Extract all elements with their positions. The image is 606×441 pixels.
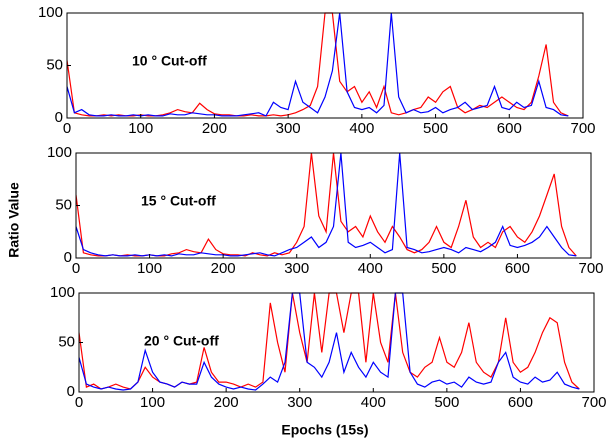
x-tick-label: 600 [508, 394, 533, 411]
series-line [67, 12, 569, 117]
x-tick-label: 400 [361, 394, 386, 411]
y-tick-label: 100 [38, 4, 63, 21]
x-tick-label: 300 [287, 394, 312, 411]
y-tick-label: 50 [58, 333, 75, 350]
x-tick-label: 500 [434, 394, 459, 411]
x-tick-label: 100 [137, 260, 162, 277]
y-tick-label: 0 [64, 249, 72, 266]
y-axis-label: Ratio Value [6, 182, 22, 258]
y-tick-label: 100 [50, 284, 75, 301]
x-tick-label: 600 [505, 260, 530, 277]
y-tick-label: 50 [46, 56, 63, 73]
x-tick-label: 0 [75, 394, 83, 411]
x-tick-label: 600 [497, 120, 522, 137]
x-tick-label: 400 [349, 120, 374, 137]
series-line [76, 152, 577, 257]
x-tick-label: 300 [276, 120, 301, 137]
x-tick-label: 700 [581, 394, 606, 411]
y-tick-label: 0 [67, 383, 75, 400]
annotation: 20 ° Cut-off [144, 333, 219, 349]
annotation: 15 ° Cut-off [141, 193, 216, 209]
x-tick-label: 500 [431, 260, 456, 277]
x-tick-label: 700 [578, 260, 603, 277]
x-tick-label: 200 [211, 260, 236, 277]
x-tick-label: 0 [63, 120, 71, 137]
y-tick-label: 0 [55, 109, 63, 126]
y-tick-label: 50 [55, 196, 72, 213]
series-line [79, 292, 580, 391]
x-tick-label: 500 [423, 120, 448, 137]
x-axis-label: Epochs (15s) [281, 422, 368, 438]
x-tick-label: 100 [128, 120, 153, 137]
annotation: 10 ° Cut-off [132, 53, 207, 69]
x-tick-label: 200 [202, 120, 227, 137]
x-tick-label: 100 [140, 394, 165, 411]
x-tick-label: 700 [570, 120, 595, 137]
series-line [67, 12, 569, 117]
x-tick-label: 200 [214, 394, 239, 411]
x-tick-label: 0 [72, 260, 80, 277]
x-tick-label: 300 [284, 260, 309, 277]
y-tick-label: 100 [47, 144, 72, 161]
x-tick-label: 400 [358, 260, 383, 277]
